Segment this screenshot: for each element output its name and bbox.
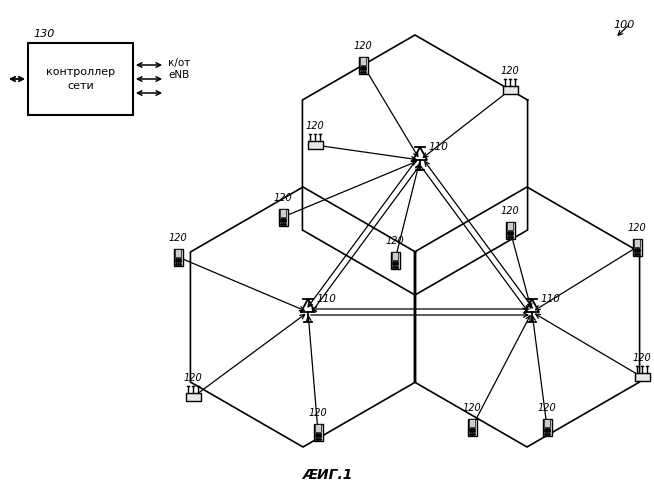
FancyBboxPatch shape (392, 252, 398, 260)
FancyBboxPatch shape (186, 393, 201, 401)
Text: к/от
eNB: к/от eNB (168, 58, 190, 80)
FancyBboxPatch shape (543, 418, 551, 436)
Text: 120: 120 (500, 206, 519, 216)
Text: 120: 120 (309, 408, 328, 418)
Text: 120: 120 (184, 373, 202, 383)
Text: 110: 110 (428, 142, 448, 152)
FancyBboxPatch shape (634, 373, 649, 381)
Text: 120: 120 (628, 223, 646, 233)
FancyBboxPatch shape (280, 210, 286, 217)
Text: 110: 110 (540, 294, 560, 304)
Text: контроллер
сети: контроллер сети (46, 68, 115, 90)
FancyBboxPatch shape (279, 208, 288, 226)
Text: 130: 130 (33, 29, 54, 39)
Text: 120: 120 (386, 236, 404, 246)
FancyBboxPatch shape (506, 222, 515, 238)
FancyBboxPatch shape (468, 418, 477, 436)
Text: 120: 120 (538, 403, 557, 413)
FancyBboxPatch shape (307, 141, 322, 149)
Text: 120: 120 (273, 193, 292, 203)
Text: ӔИГ.1: ӔИГ.1 (301, 468, 353, 482)
FancyBboxPatch shape (313, 424, 322, 440)
Text: 110: 110 (316, 294, 336, 304)
FancyBboxPatch shape (634, 240, 640, 247)
FancyBboxPatch shape (390, 252, 400, 268)
FancyBboxPatch shape (360, 58, 366, 65)
FancyBboxPatch shape (358, 56, 368, 74)
FancyBboxPatch shape (502, 86, 517, 94)
Text: 120: 120 (354, 41, 372, 51)
FancyBboxPatch shape (175, 250, 181, 257)
FancyBboxPatch shape (28, 43, 133, 115)
Text: 120: 120 (169, 233, 188, 243)
FancyBboxPatch shape (632, 238, 642, 256)
FancyBboxPatch shape (543, 420, 551, 427)
Text: 120: 120 (305, 121, 324, 131)
FancyBboxPatch shape (469, 420, 475, 427)
Text: 120: 120 (500, 66, 519, 76)
FancyBboxPatch shape (173, 248, 182, 266)
Text: 120: 120 (632, 353, 651, 363)
FancyBboxPatch shape (507, 222, 513, 230)
FancyBboxPatch shape (315, 424, 321, 432)
Text: 120: 120 (462, 403, 481, 413)
Text: 100: 100 (613, 20, 635, 30)
